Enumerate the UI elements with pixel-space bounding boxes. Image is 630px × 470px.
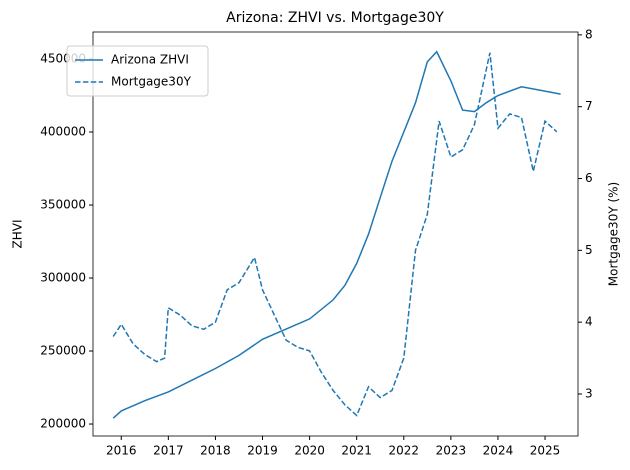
legend-label: Arizona ZHVI: [111, 53, 189, 67]
x-tick-label: 2016: [106, 444, 137, 458]
y-tick-label: 350000: [40, 198, 86, 212]
y2-tick-label: 4: [585, 315, 593, 329]
chart-title: Arizona: ZHVI vs. Mortgage30Y: [226, 10, 444, 26]
x-tick-label: 2021: [341, 444, 372, 458]
plot-frame: [92, 31, 579, 437]
legend-box: [66, 45, 209, 97]
y2-axis-label: Mortgage30Y (%): [607, 182, 621, 286]
x-tick-label: 2018: [200, 444, 231, 458]
x-tick-label: 2019: [247, 444, 278, 458]
y2-tick-label: 3: [585, 386, 593, 400]
y-tick-label: 300000: [40, 271, 86, 285]
line-series: [112, 50, 561, 419]
line-series: [112, 52, 558, 417]
x-tick-label: 2017: [153, 444, 184, 458]
y-axis-label: ZHVI: [11, 220, 25, 249]
y2-tick-label: 8: [585, 27, 593, 41]
x-tick-label: 2020: [294, 444, 325, 458]
y-tick-label: 250000: [40, 344, 86, 358]
y-tick-label: 400000: [40, 125, 86, 139]
y2-tick-label: 7: [585, 99, 593, 113]
legend-label: Mortgage30Y: [111, 75, 192, 89]
y-tick-label: 200000: [40, 417, 86, 431]
x-tick-label: 2023: [436, 444, 467, 458]
x-tick-label: 2025: [530, 444, 561, 458]
x-tick-label: 2024: [483, 444, 514, 458]
x-tick-label: 2022: [389, 444, 420, 458]
y2-tick-label: 6: [585, 171, 593, 185]
legend: Arizona ZHVI Mortgage30Y: [66, 45, 209, 97]
y2-tick-label: 5: [585, 243, 593, 257]
